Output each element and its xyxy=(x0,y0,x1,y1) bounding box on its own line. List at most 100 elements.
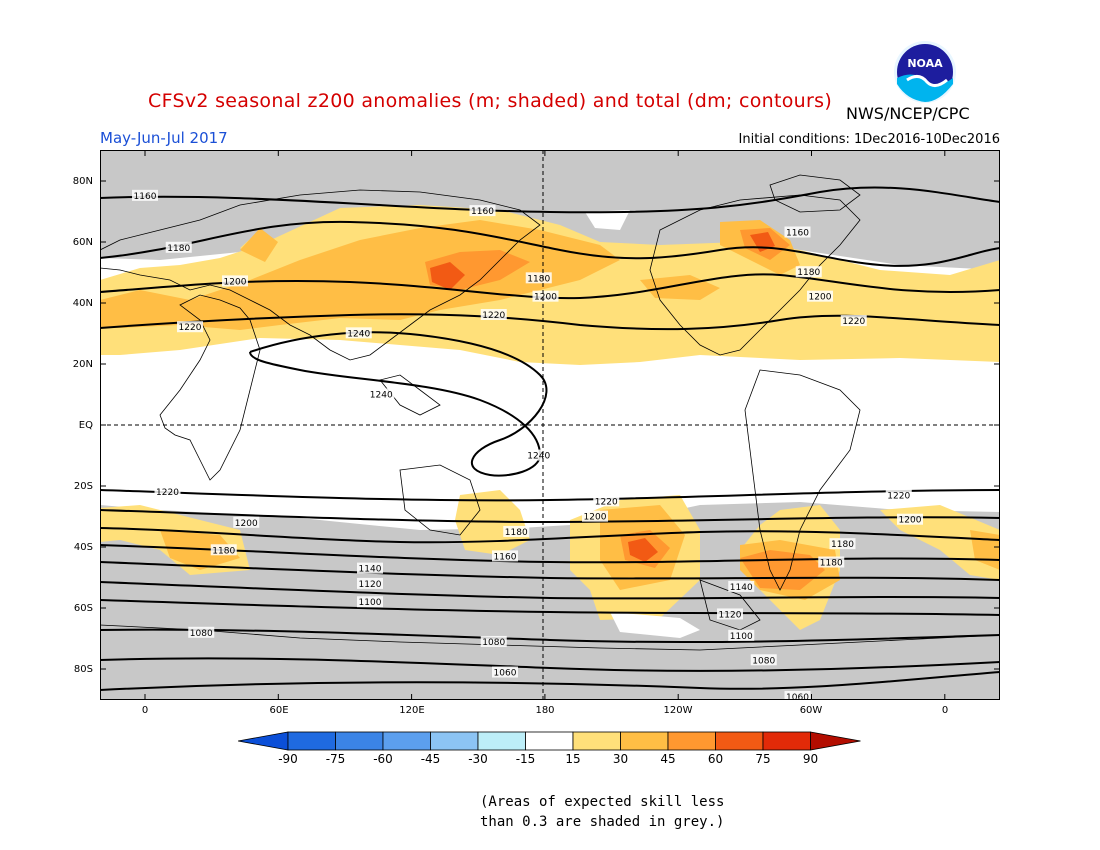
skill-note-line-2: than 0.3 are shaded in grey.) xyxy=(480,814,725,830)
colorbar-label: -60 xyxy=(373,752,393,766)
anomaly-shading-60-75 xyxy=(430,232,775,562)
contour-label-bg xyxy=(750,654,777,666)
contour-label: 1200 xyxy=(235,519,258,529)
lat-label-60s: 60S xyxy=(73,603,93,614)
contour-label: 1160 xyxy=(786,229,809,239)
contour-label: 1180 xyxy=(831,540,854,550)
lon-label-120e: 120E xyxy=(399,705,425,716)
contour-label: 1180 xyxy=(527,274,550,284)
forecast-period: May-Jun-Jul 2017 xyxy=(100,129,228,147)
contour-label-bg xyxy=(480,635,507,647)
lat-label-80s: 80S xyxy=(73,664,93,675)
contour-label: 1100 xyxy=(730,632,753,642)
colorbar-label: 75 xyxy=(755,752,771,766)
axis-ticks xyxy=(100,150,1000,700)
contour-label-bg xyxy=(818,556,845,568)
contour-label-bg xyxy=(154,486,181,498)
agency-label: NWS/NCEP/CPC xyxy=(846,104,970,123)
colorbar-label: -15 xyxy=(515,752,536,766)
contour-label-bg xyxy=(492,550,518,562)
contour-label-bg xyxy=(532,290,559,302)
contour-label: 1240 xyxy=(370,390,393,400)
contour-label-bg xyxy=(345,327,372,339)
height-contours xyxy=(100,186,1000,691)
contour-label: 1160 xyxy=(494,552,517,562)
contour-label-bg xyxy=(829,538,856,550)
contour-label: 1060 xyxy=(786,693,809,700)
colorbar-box xyxy=(762,731,811,751)
colorbar-label: 15 xyxy=(565,752,581,766)
contour-label-bg xyxy=(165,241,192,253)
contour-label-bg xyxy=(593,495,620,507)
contour-label: 1220 xyxy=(482,311,505,321)
colorbar-label: 45 xyxy=(660,752,676,766)
contour-label-bg xyxy=(840,315,867,327)
lon-label-60e: 60E xyxy=(269,705,289,716)
contour-label: 1180 xyxy=(167,244,190,254)
colorbar-label: 30 xyxy=(612,752,629,766)
contour-label: 1200 xyxy=(899,516,922,526)
colorbar-box xyxy=(477,731,526,751)
contour-label: 1060 xyxy=(494,669,517,679)
contour-label-bg xyxy=(784,690,811,700)
contour-label: 1140 xyxy=(359,565,382,575)
contour-label: 1160 xyxy=(471,207,494,217)
colorbar-label: 90 xyxy=(802,752,819,766)
contour-label: 1200 xyxy=(584,513,607,523)
contour-label: 1220 xyxy=(887,491,910,501)
colorbar-box xyxy=(335,731,384,751)
contour-label-bg xyxy=(188,626,215,638)
white-pockets xyxy=(585,210,700,638)
lon-label-180: 180 xyxy=(535,705,555,716)
contour-label-bg xyxy=(132,189,158,201)
contour-label: 1240 xyxy=(527,452,550,462)
contour-label-bg xyxy=(784,226,811,238)
contour-label: 1220 xyxy=(156,488,179,498)
contour-label-bg xyxy=(233,516,260,528)
lat-label-eq: EQ xyxy=(78,420,93,431)
contour-label-bg xyxy=(480,309,507,320)
contour-label-bg xyxy=(525,272,552,284)
contour-label-bg xyxy=(469,205,496,217)
contour-label: 1080 xyxy=(482,638,505,648)
contour-label: 1180 xyxy=(212,546,235,556)
chart-title: CFSv2 seasonal z200 anomalies (m; shaded… xyxy=(148,90,833,112)
lat-label-60n: 60N xyxy=(72,237,93,248)
contour-label: 1220 xyxy=(842,317,865,327)
contour-label-bg xyxy=(210,544,237,556)
lat-label-40s: 40S xyxy=(73,542,93,553)
contour-label-bg xyxy=(897,513,923,525)
colorbar-box xyxy=(667,731,716,751)
contour-label: 1080 xyxy=(190,629,213,639)
contour-label: 1100 xyxy=(359,598,382,608)
contour-label-bg xyxy=(357,562,383,574)
lon-label-120w: 120W xyxy=(663,705,693,716)
contour-label-bg xyxy=(728,629,755,641)
lon-label-60w: 60W xyxy=(799,705,823,716)
noaa-logo-icon: NOAA xyxy=(894,41,956,103)
contour-label-bg xyxy=(525,449,552,461)
colorbar-label: -75 xyxy=(325,752,346,766)
contour-label: 1140 xyxy=(730,583,753,593)
contour-label-bg xyxy=(368,388,395,400)
colorbar-box xyxy=(382,731,431,751)
contour-label: 1120 xyxy=(719,610,742,620)
graticule xyxy=(100,150,1000,700)
z200-anomaly-map: 1160 1160 1160 1180 1180 1180 1200 1200 1200 1220… xyxy=(100,150,1000,700)
colorbar-label: -30 xyxy=(468,752,488,766)
contour-label: 1240 xyxy=(347,329,370,339)
contour-label-bg xyxy=(357,577,383,589)
colorbar-box xyxy=(430,731,479,751)
contour-label-bg xyxy=(177,321,203,333)
lon-label-0: 0 xyxy=(141,705,149,716)
colorbar-box xyxy=(525,731,574,751)
contour-label: 1200 xyxy=(534,293,557,303)
logo-text: NOAA xyxy=(907,57,943,70)
colorbar-box xyxy=(287,731,336,751)
contour-label-bg xyxy=(357,596,383,608)
contour-label-bg xyxy=(885,489,912,501)
lat-label-20s: 20S xyxy=(73,481,93,492)
contour-label: 1180 xyxy=(505,528,528,538)
contour-label-bg xyxy=(717,608,743,620)
colorbar-label: 60 xyxy=(707,752,724,766)
